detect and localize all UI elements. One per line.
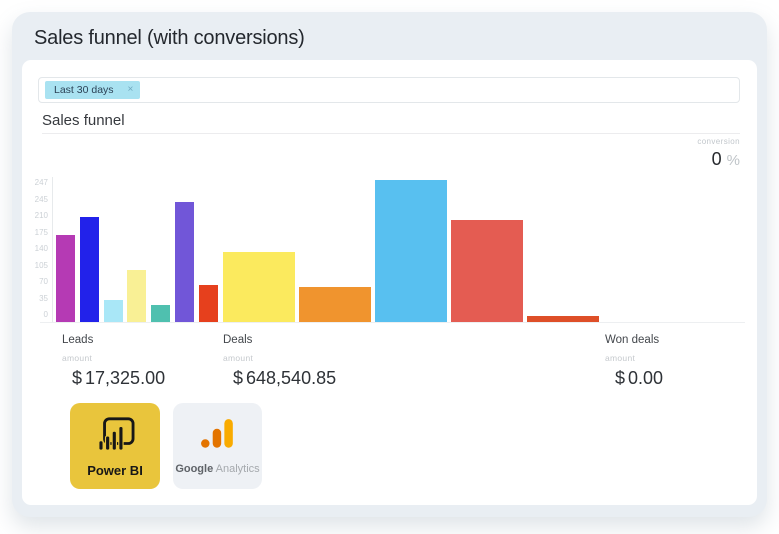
funnel-bar-deals-3[interactable]	[375, 180, 447, 322]
funnel-bar-deals-1[interactable]	[223, 252, 295, 322]
stat-won-deals-label: Won deals	[605, 334, 660, 346]
funnel-bar-leads-6[interactable]	[175, 202, 194, 322]
stat-leads-sublabel: amount	[62, 353, 93, 363]
funnel-bar-deals-4[interactable]	[451, 219, 523, 322]
google-analytics-label-secondary: Analytics	[213, 462, 260, 475]
currency-symbol: $	[615, 368, 626, 388]
stat-deals-value: $648,540.85	[223, 368, 336, 389]
stat-leads-label: Leads	[62, 334, 94, 346]
stat-deals: Deals amount $648,540.85	[223, 334, 336, 389]
currency-symbol: $	[72, 368, 83, 388]
powerbi-logo-icon	[94, 415, 136, 458]
stat-won-deals-amount: 0.00	[628, 368, 664, 388]
section-title: Sales funnel	[42, 112, 125, 129]
powerbi-integration-button[interactable]: Power BI	[70, 403, 160, 489]
powerbi-label: Power BI	[87, 462, 143, 478]
y-axis-line	[52, 177, 53, 322]
funnel-bar-leads-7[interactable]	[198, 284, 218, 322]
funnel-chart-plot-area	[22, 177, 745, 322]
stat-deals-sublabel: amount	[223, 353, 254, 363]
stat-won-deals-sublabel: amount	[605, 353, 636, 363]
conversion-label: conversion	[697, 137, 740, 146]
funnel-bar-deals-2[interactable]	[299, 287, 371, 322]
y-axis-tick-label: 175	[34, 227, 48, 237]
funnel-bar-leads-3[interactable]	[103, 299, 123, 322]
date-filter-label: Last 30 days	[54, 84, 114, 96]
conversion-block: conversion 0 %	[697, 137, 740, 170]
stat-leads: Leads amount $17,325.00	[62, 334, 165, 389]
y-axis-labels: 247 245 210 175 140 105 70 35 0	[26, 178, 48, 320]
stat-deals-amount: 648,540.85	[246, 368, 337, 388]
stat-won-deals: Won deals amount $0.00	[605, 334, 663, 389]
stat-won-deals-value: $0.00	[605, 368, 663, 389]
widget-card: Last 30 days × Sales funnel conversion 0…	[22, 60, 757, 505]
stat-deals-label: Deals	[223, 334, 253, 346]
y-axis-tick-label: 70	[39, 277, 48, 286]
filter-bar[interactable]: Last 30 days ×	[38, 77, 740, 103]
conversion-value: 0	[711, 149, 722, 169]
conversion-unit: %	[726, 152, 740, 169]
funnel-bar-deals-5[interactable]	[527, 316, 599, 322]
page-title: Sales funnel (with conversions)	[34, 27, 305, 49]
currency-symbol: $	[233, 368, 244, 388]
y-axis-tick-label: 140	[34, 244, 48, 253]
google-analytics-integration-button[interactable]: Google Analytics	[173, 403, 262, 489]
funnel-bar-leads-5[interactable]	[151, 304, 171, 322]
funnel-bar-leads-2[interactable]	[79, 217, 99, 322]
y-axis-tick-label: 210	[34, 211, 48, 220]
widget-panel: Sales funnel (with conversions) Last 30 …	[12, 12, 767, 517]
section-divider	[42, 133, 740, 134]
y-axis-tick-label: 35	[39, 293, 48, 303]
funnel-bar-leads-4[interactable]	[127, 269, 147, 322]
y-axis-tick-label: 245	[34, 194, 48, 204]
y-axis-tick-label: 247	[34, 178, 48, 187]
y-axis-tick-label: 0	[43, 310, 48, 319]
stat-leads-amount: 17,325.00	[85, 368, 166, 388]
funnel-bar-leads-1[interactable]	[56, 234, 75, 322]
y-axis-tick-label: 105	[34, 260, 48, 270]
date-filter-chip[interactable]: Last 30 days ×	[45, 81, 141, 99]
stat-leads-value: $17,325.00	[62, 368, 165, 389]
x-axis-line	[40, 322, 745, 323]
chip-close-icon[interactable]: ×	[127, 84, 134, 95]
google-analytics-label-primary: Google	[175, 462, 214, 475]
google-analytics-logo-icon	[200, 418, 236, 455]
